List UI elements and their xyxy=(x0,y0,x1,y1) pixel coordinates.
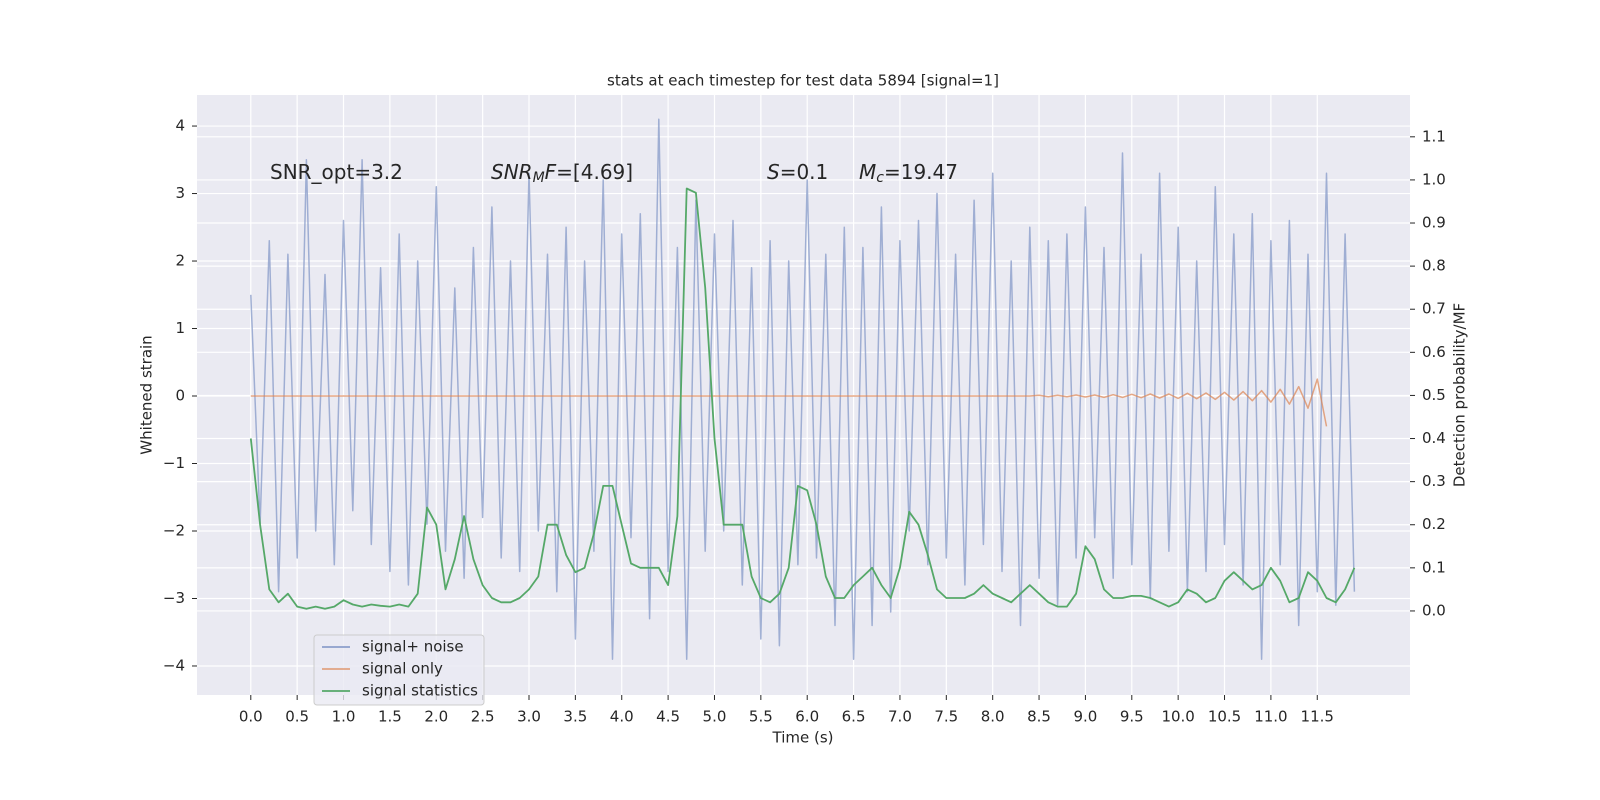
annotation-part: =0.1 xyxy=(780,160,829,184)
x-axis-label: Time (s) xyxy=(772,729,834,747)
y-tick-label: 0 xyxy=(175,387,185,405)
annotation-part: SNR xyxy=(491,160,533,184)
legend-label: signal+ noise xyxy=(362,638,464,656)
y2-tick-label: 1.1 xyxy=(1422,127,1446,145)
x-tick-label: 3.0 xyxy=(517,708,541,726)
annotation-part: S xyxy=(767,160,780,184)
series-line xyxy=(250,378,1328,427)
y2-tick-label: 0.0 xyxy=(1422,601,1446,619)
y2-tick-label: 0.8 xyxy=(1422,257,1446,275)
y-tick-label: 3 xyxy=(175,184,185,202)
x-tick-label: 9.5 xyxy=(1120,708,1144,726)
x-tick-label: 6.0 xyxy=(795,708,819,726)
annotation-part: =19.47 xyxy=(884,160,958,184)
annotation: SNR_opt=3.2 xyxy=(270,160,403,184)
series-line xyxy=(249,187,1356,610)
y-tick-label: 4 xyxy=(175,117,185,135)
y-tick-label: −4 xyxy=(163,656,185,674)
x-tick-label: 7.0 xyxy=(888,708,912,726)
y-tick-label: −1 xyxy=(163,454,185,472)
annotation: SNRMF=[4.69] xyxy=(491,160,633,187)
x-tick-label: 5.0 xyxy=(703,708,727,726)
annotation: Mc=19.47 xyxy=(859,160,958,187)
annotation: S=0.1 xyxy=(767,160,828,184)
series-line xyxy=(250,118,1356,660)
y-tick-label: 2 xyxy=(175,252,185,270)
x-tick-label: 7.5 xyxy=(934,708,958,726)
x-tick-label: 3.5 xyxy=(563,708,587,726)
annotation-part: =[4.69] xyxy=(556,160,633,184)
x-tick-label: 11.5 xyxy=(1301,708,1334,726)
y2-axis-label: Detection probability/MF xyxy=(1451,303,1469,487)
y2-tick-label: 0.9 xyxy=(1422,214,1446,232)
annotation-part: c xyxy=(876,170,884,186)
x-tick-label: 10.5 xyxy=(1208,708,1241,726)
x-tick-label: 2.5 xyxy=(471,708,495,726)
x-tick-label: 1.0 xyxy=(332,708,356,726)
legend-label: signal statistics xyxy=(362,682,478,700)
y2-tick-label: 0.3 xyxy=(1422,472,1446,490)
x-tick-label: 4.5 xyxy=(656,708,680,726)
y-tick-label: −3 xyxy=(163,589,185,607)
y2-tick-label: 0.5 xyxy=(1422,386,1446,404)
annotation-part: M xyxy=(533,170,545,186)
y2-tick-label: 0.2 xyxy=(1422,515,1446,533)
annotation-part: SNR_opt=3.2 xyxy=(270,160,403,184)
y2-tick-label: 0.4 xyxy=(1422,429,1446,447)
x-tick-label: 2.0 xyxy=(424,708,448,726)
x-tick-label: 11.0 xyxy=(1254,708,1287,726)
x-tick-label: 4.0 xyxy=(610,708,634,726)
legend-box xyxy=(313,634,485,706)
y-tick-label: −2 xyxy=(163,521,185,539)
y2-tick-label: 0.1 xyxy=(1422,558,1446,576)
x-tick-label: 1.5 xyxy=(378,708,402,726)
chart-title: stats at each timestep for test data 589… xyxy=(607,72,999,90)
x-tick-label: 0.5 xyxy=(285,708,309,726)
x-tick-label: 8.5 xyxy=(1027,708,1051,726)
y2-tick-label: 1.0 xyxy=(1422,170,1446,188)
x-tick-label: 8.0 xyxy=(981,708,1005,726)
y2-tick-label: 0.7 xyxy=(1422,300,1446,318)
y2-tick-label: 0.6 xyxy=(1422,343,1446,361)
annotation-part: F xyxy=(545,160,557,184)
legend-label: signal only xyxy=(362,660,443,678)
annotation-part: M xyxy=(859,160,876,184)
y-axis-label: Whitened strain xyxy=(138,335,156,454)
x-tick-label: 5.5 xyxy=(749,708,773,726)
y-tick-label: 1 xyxy=(175,319,185,337)
x-tick-label: 6.5 xyxy=(842,708,866,726)
x-tick-label: 0.0 xyxy=(239,708,263,726)
x-tick-label: 10.0 xyxy=(1161,708,1194,726)
x-tick-label: 9.0 xyxy=(1073,708,1097,726)
